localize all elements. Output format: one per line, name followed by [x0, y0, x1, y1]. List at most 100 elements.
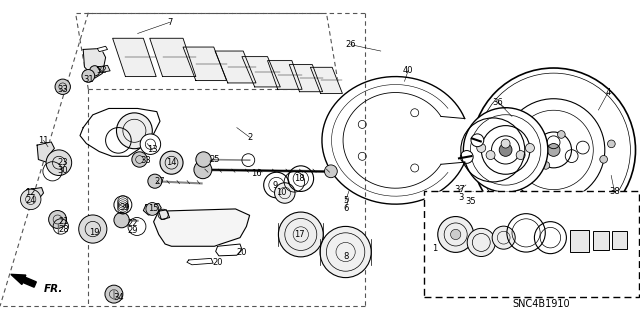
Bar: [593, 231, 609, 250]
Text: 29: 29: [128, 226, 138, 235]
Bar: [424, 191, 639, 297]
Circle shape: [542, 161, 550, 169]
Circle shape: [90, 66, 100, 76]
Polygon shape: [242, 57, 280, 87]
Text: 33: 33: [58, 85, 68, 94]
Text: 15: 15: [148, 204, 159, 213]
Circle shape: [477, 144, 486, 152]
Polygon shape: [183, 47, 227, 80]
Text: 16: 16: [251, 169, 261, 178]
Circle shape: [525, 144, 534, 152]
Text: 8: 8: [343, 252, 348, 261]
Text: 18: 18: [294, 174, 305, 183]
Circle shape: [451, 229, 461, 240]
Polygon shape: [154, 209, 250, 246]
Circle shape: [492, 152, 500, 160]
Text: FR.: FR.: [44, 284, 63, 294]
Circle shape: [46, 150, 72, 175]
Text: 4: 4: [605, 88, 611, 97]
Circle shape: [499, 144, 512, 156]
Text: 7: 7: [167, 18, 172, 27]
Circle shape: [116, 113, 152, 149]
Text: 32: 32: [96, 66, 106, 75]
Polygon shape: [37, 142, 54, 163]
Text: 40: 40: [403, 66, 413, 75]
Polygon shape: [80, 108, 160, 156]
Polygon shape: [215, 51, 256, 83]
Text: 33: 33: [141, 156, 151, 165]
Polygon shape: [289, 64, 323, 92]
Text: 3: 3: [458, 193, 463, 202]
Text: 30: 30: [58, 166, 68, 175]
Circle shape: [114, 212, 129, 228]
Circle shape: [547, 144, 560, 156]
Circle shape: [196, 152, 211, 167]
Circle shape: [501, 139, 510, 148]
Text: 19: 19: [90, 228, 100, 237]
Polygon shape: [97, 46, 108, 52]
Text: 11: 11: [38, 136, 49, 145]
Circle shape: [472, 68, 636, 232]
Circle shape: [320, 226, 371, 278]
Circle shape: [460, 151, 473, 163]
Text: 20: 20: [212, 258, 223, 267]
Text: 10: 10: [276, 189, 287, 197]
Circle shape: [79, 215, 107, 243]
Circle shape: [146, 203, 159, 215]
Text: SNC4B1910: SNC4B1910: [512, 299, 570, 309]
Text: 31: 31: [83, 75, 93, 84]
Polygon shape: [143, 204, 161, 215]
Text: 5: 5: [343, 197, 348, 205]
Circle shape: [194, 161, 212, 179]
Polygon shape: [24, 188, 44, 201]
Circle shape: [516, 151, 525, 160]
Text: 24: 24: [26, 197, 36, 205]
Text: 14: 14: [166, 158, 177, 167]
Text: 27: 27: [155, 177, 165, 186]
Text: 21: 21: [59, 217, 69, 226]
Circle shape: [438, 217, 474, 252]
Bar: [570, 230, 589, 252]
Polygon shape: [268, 61, 302, 89]
Text: 36: 36: [493, 98, 503, 107]
Polygon shape: [97, 65, 110, 72]
Circle shape: [324, 165, 337, 178]
Bar: [612, 231, 627, 249]
Circle shape: [600, 155, 607, 163]
Circle shape: [49, 211, 67, 228]
Circle shape: [275, 183, 295, 203]
Circle shape: [132, 152, 147, 167]
Text: 28: 28: [59, 225, 69, 234]
Text: 35: 35: [465, 197, 476, 206]
Circle shape: [471, 134, 484, 147]
Text: 23: 23: [58, 158, 68, 167]
Circle shape: [105, 285, 123, 303]
Text: 12: 12: [26, 189, 36, 197]
Circle shape: [82, 70, 95, 82]
Text: 9: 9: [273, 181, 278, 189]
Text: 2: 2: [247, 133, 252, 142]
Polygon shape: [216, 244, 242, 256]
Circle shape: [278, 212, 323, 257]
Circle shape: [557, 130, 565, 138]
Circle shape: [140, 134, 161, 154]
Text: 26: 26: [346, 40, 356, 49]
Circle shape: [160, 151, 183, 174]
Text: 37: 37: [454, 185, 465, 194]
Polygon shape: [150, 38, 196, 77]
Text: 1: 1: [433, 244, 438, 253]
Polygon shape: [83, 48, 106, 78]
Circle shape: [148, 174, 162, 188]
Text: 20: 20: [237, 248, 247, 256]
Text: 22: 22: [128, 219, 138, 228]
Text: 25: 25: [209, 155, 220, 164]
Polygon shape: [310, 67, 342, 93]
Circle shape: [500, 137, 508, 145]
Text: 38: 38: [609, 187, 620, 196]
Circle shape: [492, 226, 515, 249]
Polygon shape: [187, 258, 213, 265]
Text: 17: 17: [294, 230, 305, 239]
Text: 6: 6: [343, 204, 348, 213]
Text: 34: 34: [113, 293, 124, 302]
Polygon shape: [159, 210, 170, 219]
